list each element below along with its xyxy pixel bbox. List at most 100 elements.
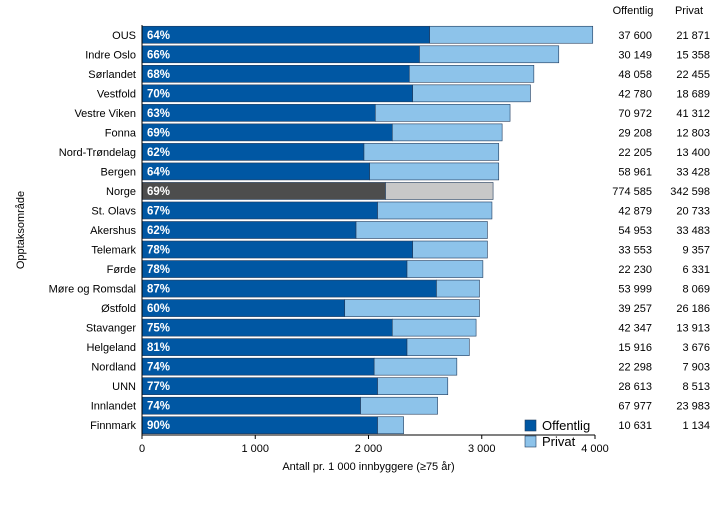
table-cell-offentlig: 29 208 [618,127,652,139]
bar-offentlig [141,201,378,220]
table-header-offentlig: Offentlig [613,5,654,17]
table-cell-offentlig: 54 953 [618,225,652,237]
bar-offentlig [141,416,378,435]
table-cell-privat: 13 913 [676,323,710,335]
bar-offentlig [141,123,393,142]
table-cell-privat: 18 689 [676,88,710,100]
category-label: Nord-Trøndelag [59,147,136,159]
bar-privat [391,123,503,142]
category-label: Stavanger [86,323,136,335]
table-cell-privat: 33 483 [676,225,710,237]
percent-label: 78% [147,264,170,276]
percent-label: 70% [147,88,170,100]
bar-offentlig [141,162,370,181]
bar-privat [373,357,458,376]
table-cell-privat: 7 903 [682,362,710,374]
table-cell-offentlig: 22 205 [618,147,652,159]
legend-label-offentlig: Offentlig [542,418,590,433]
bar-privat [412,84,531,103]
table-cell-privat: 9 357 [682,245,710,257]
table-cell-offentlig: 28 613 [618,381,652,393]
table-cell-privat: 41 312 [676,108,710,120]
y-axis-title: Opptaksområde [15,191,27,269]
percent-label: 60% [147,303,170,315]
bar-offentlig [141,318,393,337]
bar-offentlig [141,25,430,44]
percent-label: 74% [147,401,170,413]
bar-privat [377,416,404,435]
bar-offentlig [141,299,346,317]
category-label: Innlandet [91,401,136,413]
table-cell-privat: 26 186 [676,303,710,315]
bar-privat [408,65,535,83]
x-axis-title: Antall pr. 1 000 innbyggere (≥75 år) [282,461,454,473]
table-cell-privat: 23 983 [676,401,710,413]
table-cell-offentlig: 48 058 [618,69,652,81]
table-cell-privat: 8 513 [682,381,710,393]
bar-privat [406,338,470,356]
bar-offentlig [141,104,376,122]
x-tick-label: 2 000 [355,443,383,455]
bar-privat [385,182,494,200]
table-header-privat: Privat [675,5,703,17]
bar-privat [391,318,477,337]
category-label: Vestfold [97,88,136,100]
bar-privat [412,240,488,259]
bar-privat [377,201,493,220]
percent-label: 62% [147,225,170,237]
bar-offentlig [141,338,408,356]
bar-privat [355,221,488,239]
percent-label: 77% [147,381,170,393]
bar-offentlig [141,357,375,376]
bar-offentlig [141,221,357,239]
bar-privat [344,299,480,317]
category-label: Vestre Viken [74,108,136,120]
bar-offentlig [141,260,408,278]
table-cell-offentlig: 42 780 [618,88,652,100]
percent-label: 75% [147,323,170,335]
percent-label: 69% [147,186,170,198]
bar-offentlig [141,182,386,200]
percent-label: 68% [147,69,170,81]
category-label: Helgeland [86,342,136,354]
bar-privat [406,260,484,278]
category-label: OUS [112,30,136,42]
category-label: Akershus [90,225,136,237]
bar-offentlig [141,396,361,415]
x-tick-label: 1 000 [241,443,269,455]
bar-offentlig [141,84,413,103]
x-tick-label: 0 [139,443,145,455]
category-label: St. Olavs [91,205,136,217]
category-label: Nordland [91,362,136,374]
x-tick-label: 3 000 [468,443,496,455]
bar-privat [419,45,560,64]
table-cell-offentlig: 53 999 [618,284,652,296]
table-cell-privat: 22 455 [676,69,710,81]
bar-privat [369,162,500,181]
bar-privat [374,104,511,122]
category-label: Finnmark [90,420,136,432]
table-cell-privat: 13 400 [676,147,710,159]
table-cell-offentlig: 22 230 [618,264,652,276]
percent-label: 63% [147,108,170,120]
table-cell-offentlig: 42 879 [618,205,652,217]
bar-offentlig [141,377,378,395]
table-cell-offentlig: 22 298 [618,362,652,374]
percent-label: 74% [147,362,170,374]
bar-privat [360,396,438,415]
percent-label: 90% [147,420,170,432]
legend-label-privat: Privat [542,434,576,449]
table-cell-offentlig: 39 257 [618,303,652,315]
bar-offentlig [141,45,420,64]
category-label: Førde [107,264,136,276]
table-cell-privat: 8 069 [682,284,710,296]
bar-privat [377,377,449,395]
table-cell-privat: 15 358 [676,49,710,61]
table-cell-offentlig: 774 585 [612,186,652,198]
percent-label: 69% [147,127,170,139]
category-label: Fonna [105,127,137,139]
percent-label: 66% [147,49,170,61]
percent-label: 67% [147,205,170,217]
bar-offentlig [141,143,365,161]
table-cell-offentlig: 67 977 [618,401,652,413]
